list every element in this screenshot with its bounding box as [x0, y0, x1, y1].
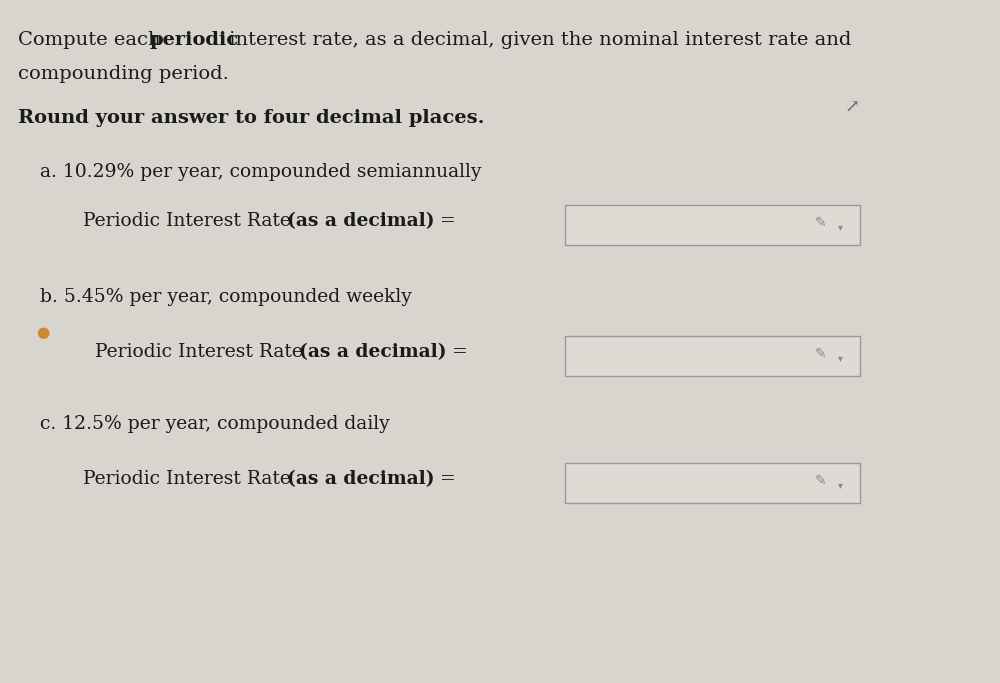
Text: ✎: ✎: [815, 347, 827, 361]
Text: =: =: [446, 343, 468, 361]
Text: ●: ●: [36, 325, 49, 340]
Text: Periodic Interest Rate: Periodic Interest Rate: [95, 343, 309, 361]
Text: ✎: ✎: [815, 474, 827, 488]
Text: b. 5.45% per year, compounded weekly: b. 5.45% per year, compounded weekly: [40, 288, 412, 306]
Text: interest rate, as a decimal, given the nominal interest rate and: interest rate, as a decimal, given the n…: [223, 31, 851, 48]
Text: Periodic Interest Rate: Periodic Interest Rate: [83, 212, 297, 229]
Text: compounding period.: compounding period.: [18, 65, 229, 83]
Text: =: =: [434, 470, 456, 488]
Text: ↗: ↗: [845, 99, 860, 117]
Text: Compute each: Compute each: [18, 31, 167, 48]
Text: Round your answer to four decimal places.: Round your answer to four decimal places…: [18, 109, 484, 127]
Text: (as a decimal): (as a decimal): [299, 343, 446, 361]
Text: Periodic Interest Rate: Periodic Interest Rate: [83, 470, 297, 488]
Text: ▾: ▾: [838, 480, 843, 490]
Text: ▾: ▾: [838, 222, 843, 232]
Text: (as a decimal): (as a decimal): [287, 470, 434, 488]
Text: (as a decimal): (as a decimal): [287, 212, 434, 229]
Text: a. 10.29% per year, compounded semiannually: a. 10.29% per year, compounded semiannua…: [40, 163, 482, 180]
Text: c. 12.5% per year, compounded daily: c. 12.5% per year, compounded daily: [40, 415, 390, 432]
Text: =: =: [434, 212, 456, 229]
Text: periodic: periodic: [150, 31, 239, 48]
Text: ▾: ▾: [838, 353, 843, 363]
Text: ✎: ✎: [815, 216, 827, 229]
